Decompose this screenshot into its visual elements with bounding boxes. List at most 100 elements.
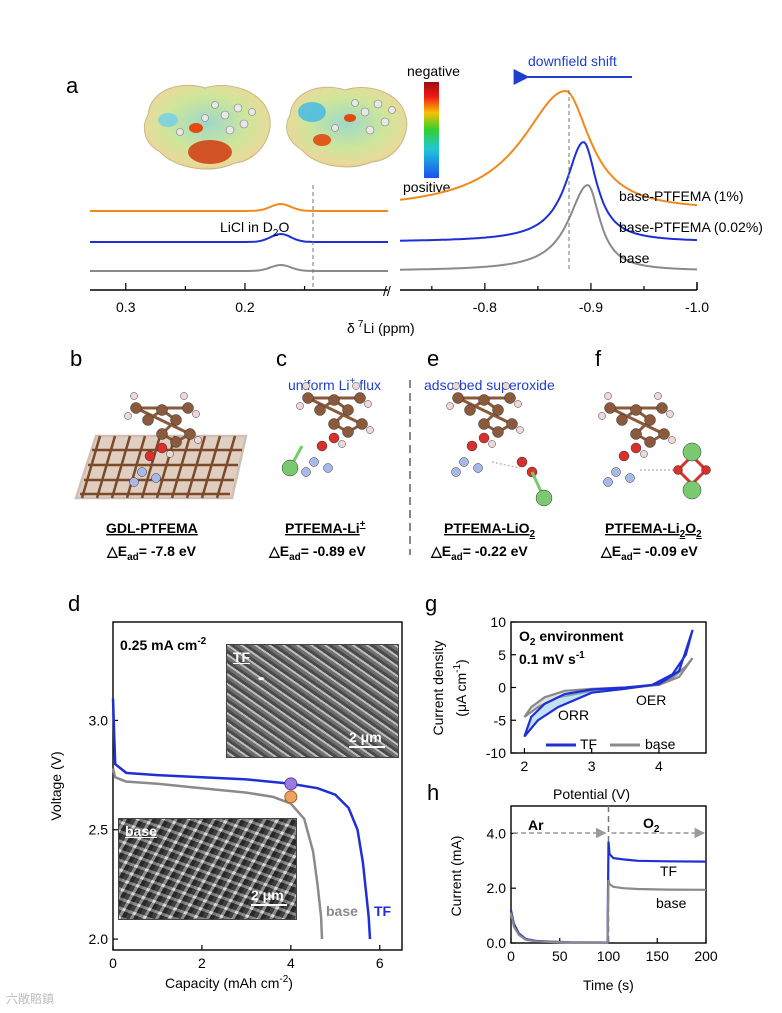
oxygen-atom [701, 465, 711, 475]
d-plot-frame [112, 621, 403, 951]
sem-base-scalebar: 2 μm [251, 887, 287, 906]
scale-bottom-label: positive [403, 179, 451, 195]
hydrogen-atom [640, 450, 648, 458]
lithium-atom [682, 442, 702, 462]
c-energy: △Ead= -0.89 eV [268, 543, 366, 563]
nmr-tick-label: -0.9 [579, 299, 603, 315]
hydrogen-atom [352, 382, 360, 390]
panel-label-e: e [427, 346, 439, 371]
molecule-b [124, 392, 202, 487]
fluorine-atom [137, 467, 147, 477]
h-legend-base: base [656, 895, 687, 911]
sem-image-tf: TF 2 μm [226, 644, 399, 758]
hydrogen-atom [516, 426, 524, 434]
series-label-base: base [619, 250, 650, 266]
d-y-axis-label: Voltage (V) [48, 751, 64, 820]
x-tick-label: 0 [507, 948, 515, 964]
nmr-tick-label: 0.2 [235, 299, 255, 315]
nmr-x-ticks: 0.3 0.2 -0.8 -0.9 -1.0 [116, 283, 709, 315]
oxygen-atom [630, 442, 642, 454]
h-x-axis-label: Time (s) [583, 977, 634, 993]
f-title: PTFEMA-Li2O2 [605, 520, 702, 540]
d-rate-label: 0.25 mA cm-2 [120, 636, 207, 653]
sem-tf-label: TF [233, 649, 251, 665]
fluorine-atom [129, 477, 139, 487]
hydrogen-atom [302, 382, 310, 390]
h-o2-label: O2 [643, 815, 660, 835]
carbon-atom [156, 404, 168, 416]
hydrogen-atom [654, 392, 662, 400]
sem-image-base: base 2 μm [118, 818, 297, 920]
x-tick-label: 100 [597, 948, 621, 964]
voltage-curve [111, 698, 372, 940]
carbon-atom [356, 418, 368, 430]
carbon-atom [630, 404, 642, 416]
g-axis-ticks: 2 3 4 -10 -5 0 5 10 [486, 614, 663, 774]
g-cv-curves [523, 629, 694, 738]
f-energy: △Ead= -0.09 eV [600, 543, 698, 563]
carbon-atom [644, 436, 656, 448]
carbon-atom [492, 404, 504, 416]
nmr-spectra [90, 89, 698, 272]
sem-tf-scalebar: 2 μm [349, 729, 385, 748]
panel-label-a: a [66, 73, 79, 98]
oxygen-atom [144, 450, 156, 462]
y-tick-label: 2.5 [89, 822, 109, 838]
bond [457, 396, 513, 426]
hydrogen-atom [130, 392, 138, 400]
hydrogen-atom [194, 436, 202, 444]
fluorine-atom [309, 457, 319, 467]
x-tick-label: 6 [376, 955, 384, 971]
b-title: GDL-PTFEMA [106, 520, 198, 536]
carbon-atom [616, 414, 628, 426]
y-tick-label: 5 [498, 647, 506, 663]
hydrogen-atom [192, 410, 200, 418]
carbon-atom [170, 414, 182, 426]
fluorine-atom [625, 473, 635, 483]
h-ar-label: Ar [528, 817, 544, 833]
carbon-atom [142, 414, 154, 426]
molecule-c [281, 382, 374, 477]
esp-surface-2 [286, 86, 408, 168]
d-axis-ticks: 0 2 4 6 2.0 2.5 3.0 [89, 712, 384, 971]
fluorine-atom [603, 477, 613, 487]
bond [307, 396, 363, 426]
carbon-atom [464, 404, 476, 416]
g-y-axis-label-2: (μA cm-1) [452, 659, 469, 716]
h-current-curves [509, 806, 707, 944]
carbon-atom [342, 426, 354, 438]
licl-label: LiCl in D2O [220, 219, 289, 239]
fluorine-atom [301, 467, 311, 477]
e-title: PTFEMA-LiO2 [444, 520, 536, 540]
oxygen-atom [328, 432, 340, 444]
nmr-series-left [90, 202, 388, 212]
h-y-axis-label: Current (mA) [448, 836, 464, 917]
hydrogen-atom [604, 392, 612, 400]
y-tick-label: 0.0 [487, 935, 507, 951]
y-tick-label: -5 [494, 712, 507, 728]
oxygen-atom [478, 432, 490, 444]
carbon-atom [156, 428, 168, 440]
esp-color-scale [424, 82, 439, 178]
carbon-atom [452, 392, 464, 404]
hydrogen-atom [366, 426, 374, 434]
carbon-atom [644, 414, 656, 426]
d-x-axis-label: Capacity (mAh cm-2) [165, 974, 293, 991]
tf-marker [284, 777, 298, 791]
lithium-atom [535, 489, 553, 507]
y-tick-label: 2.0 [89, 931, 109, 947]
panel-label-b: b [70, 346, 82, 371]
carbon-atom [170, 436, 182, 448]
x-tick-label: 150 [646, 948, 670, 964]
fluorine-atom [323, 463, 333, 473]
carbon-atom [630, 428, 642, 440]
molecule-f [598, 392, 711, 500]
hydrogen-atom [166, 450, 174, 458]
fluorine-atom [151, 473, 161, 483]
panel-label-f: f [595, 346, 602, 371]
x-tick-label: 4 [655, 758, 663, 774]
g-y-axis-label-1: Current density [430, 641, 446, 736]
h-bond [491, 461, 521, 469]
hydrogen-atom [514, 400, 522, 408]
y-tick-label: 3.0 [89, 712, 109, 728]
